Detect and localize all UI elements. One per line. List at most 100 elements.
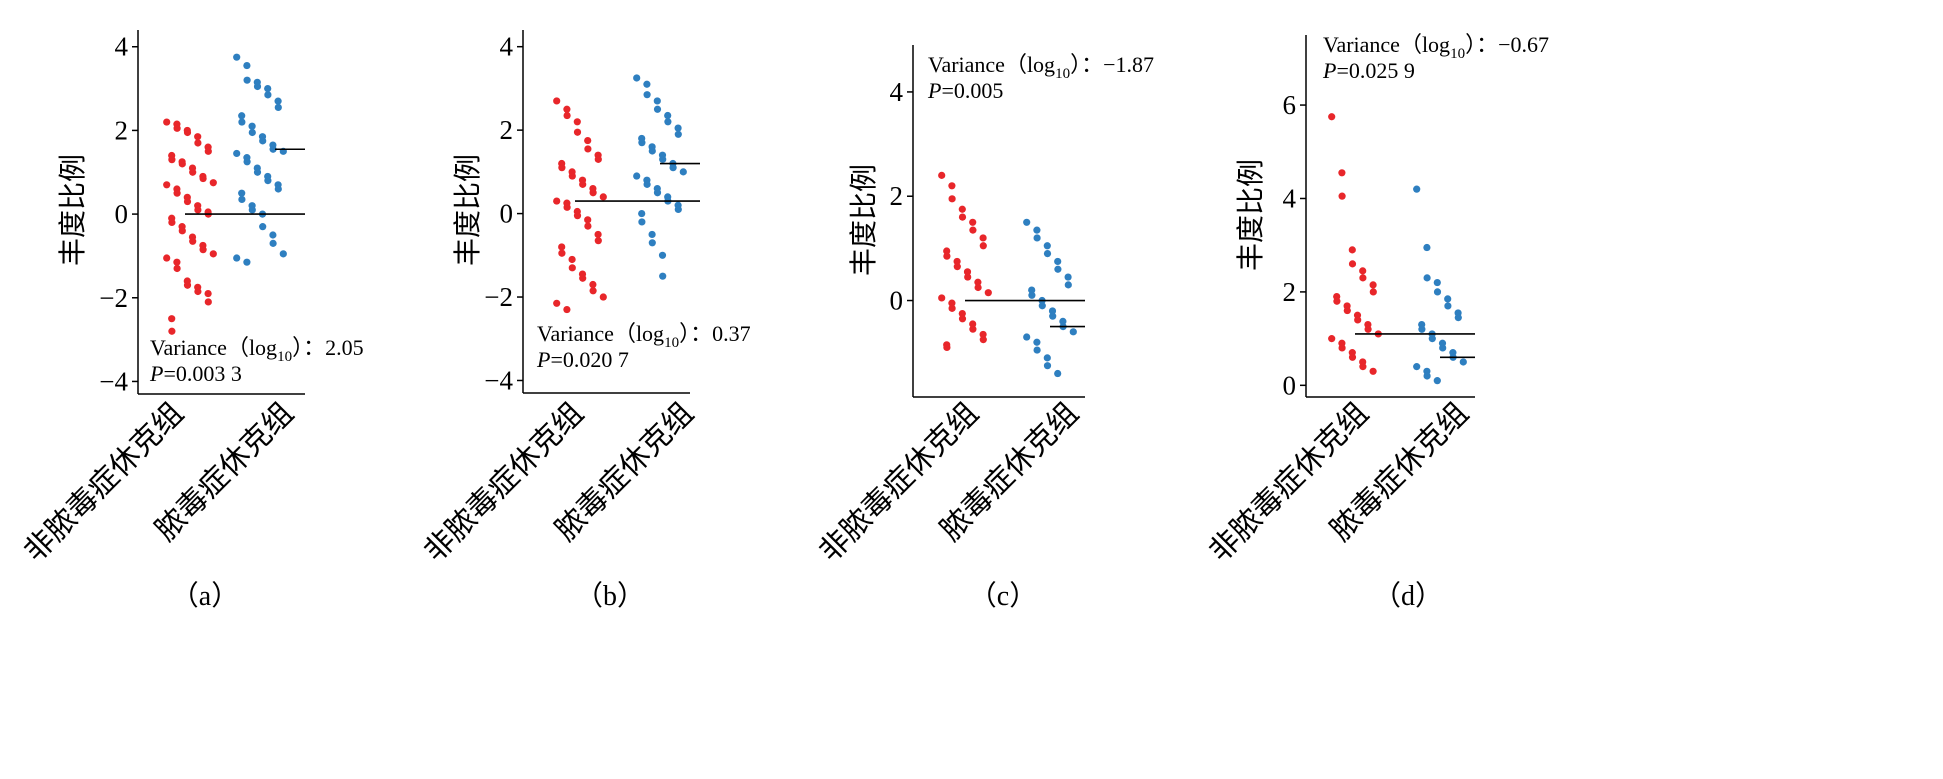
data-point-group-1	[938, 294, 946, 302]
data-point-group-2	[274, 103, 282, 112]
data-point-group-1	[189, 168, 197, 176]
data-point-group-2	[264, 84, 272, 93]
data-point-group-1	[194, 139, 202, 147]
data-point-group-1	[183, 197, 192, 206]
p-value: =0.005	[941, 78, 1003, 103]
data-point-group-1	[163, 118, 171, 126]
data-point-group-2	[1413, 185, 1421, 193]
data-point-group-2	[1418, 325, 1426, 333]
data-point-group-1	[173, 189, 181, 197]
data-point-group-1	[969, 218, 977, 226]
y-tick-label: 4	[500, 32, 514, 62]
data-point-group-2	[1033, 338, 1041, 346]
data-point-group-1	[599, 193, 607, 201]
data-point-group-1	[594, 237, 602, 245]
y-axis-label: 丰度比例	[847, 164, 880, 276]
data-point-group-1	[1359, 267, 1367, 275]
variance-annotation: Variance（log10）：−1.87	[928, 52, 1154, 82]
data-point-group-1	[168, 315, 176, 323]
data-point-group-1	[589, 189, 597, 197]
data-point-group-1	[1348, 260, 1357, 268]
data-point-group-1	[199, 174, 207, 183]
data-point-group-1	[563, 105, 571, 113]
data-point-group-2	[1038, 302, 1046, 310]
data-point-group-1	[948, 195, 956, 203]
data-point-group-1	[953, 263, 961, 271]
data-point-group-2	[643, 180, 651, 188]
data-point-group-2	[633, 74, 641, 82]
data-point-group-2	[1033, 234, 1041, 242]
data-point-group-1	[948, 304, 956, 312]
data-point-group-1	[969, 325, 977, 333]
data-point-group-1	[1359, 274, 1367, 282]
data-point-group-1	[573, 212, 582, 220]
x-category-label: 非脓毒症休克组	[17, 396, 190, 569]
data-point-group-2	[253, 168, 262, 176]
data-point-group-1	[984, 289, 992, 297]
data-point-group-1	[558, 249, 566, 257]
data-point-group-1	[974, 278, 982, 286]
p-value: =0.020 7	[550, 347, 628, 372]
data-point-group-1	[563, 111, 571, 120]
data-point-group-2	[1423, 243, 1431, 252]
data-point-group-1	[204, 298, 212, 306]
data-point-group-2	[1054, 369, 1062, 378]
data-point-group-2	[643, 91, 651, 99]
data-point-group-1	[589, 287, 597, 295]
data-point-group-1	[599, 293, 607, 301]
data-point-group-2	[1049, 312, 1057, 320]
data-point-group-2	[1043, 354, 1051, 362]
data-point-group-1	[553, 197, 561, 205]
data-point-group-2	[1433, 377, 1441, 385]
data-point-group-2	[243, 76, 251, 84]
data-point-group-1	[1338, 344, 1346, 352]
data-point-group-2	[1023, 333, 1031, 341]
data-point-group-1	[568, 172, 576, 180]
y-tick-label: 4	[115, 32, 129, 62]
data-point-group-1	[1338, 192, 1346, 200]
data-point-group-2	[664, 111, 672, 120]
data-point-group-1	[573, 118, 581, 126]
data-point-group-2	[1043, 362, 1052, 370]
p-value: =0.003 3	[163, 361, 241, 386]
data-point-group-2	[238, 189, 246, 197]
data-point-group-2	[659, 155, 667, 163]
data-point-group-1	[963, 268, 972, 276]
data-point-group-2	[1028, 291, 1036, 299]
data-point-group-1	[204, 289, 212, 298]
data-point-group-2	[653, 105, 662, 113]
data-point-group-2	[233, 254, 241, 262]
data-point-group-1	[969, 320, 977, 328]
data-point-group-1	[558, 243, 566, 251]
y-tick-label: 2	[890, 181, 904, 211]
log-subscript: 10	[1055, 66, 1070, 82]
data-point-group-2	[269, 239, 277, 247]
data-point-group-1	[189, 237, 197, 245]
data-point-group-1	[168, 327, 176, 335]
data-point-group-1	[1354, 316, 1362, 324]
y-tick-label: 4	[890, 77, 904, 107]
data-point-group-2	[1069, 328, 1077, 336]
panel-caption: （c）	[969, 580, 1037, 612]
data-point-group-1	[168, 218, 176, 227]
data-point-group-1	[594, 230, 602, 239]
data-point-group-1	[173, 124, 181, 132]
y-tick-label: 2	[115, 115, 129, 145]
data-point-group-2	[659, 272, 667, 280]
data-point-group-2	[638, 209, 646, 218]
y-tick-label: 0	[500, 199, 514, 229]
data-point-group-1	[1328, 113, 1336, 121]
data-point-group-1	[573, 128, 582, 136]
data-point-group-2	[269, 231, 277, 239]
data-point-group-2	[238, 112, 246, 120]
data-point-group-2	[679, 168, 687, 176]
data-point-group-2	[674, 205, 682, 214]
data-point-group-1	[553, 97, 561, 105]
data-point-group-2	[658, 251, 667, 259]
data-point-group-1	[568, 255, 576, 264]
data-point-group-1	[584, 216, 592, 224]
p-value-annotation: P=0.005	[927, 78, 1003, 103]
data-point-group-1	[204, 147, 212, 155]
data-point-group-1	[1369, 367, 1377, 375]
